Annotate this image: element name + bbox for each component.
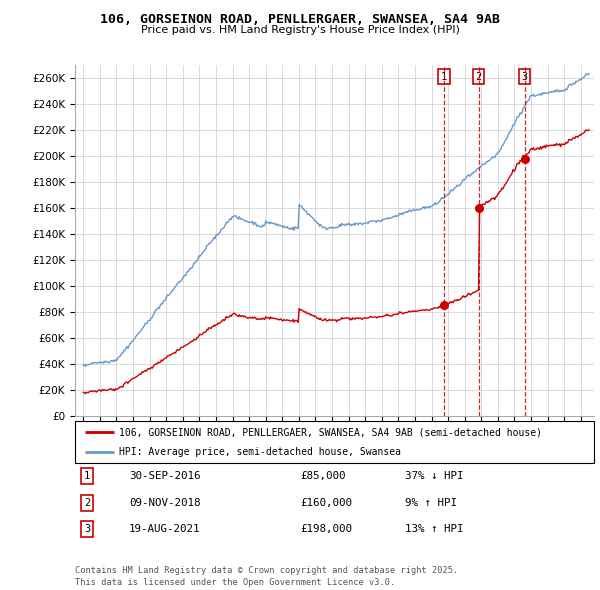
Text: 2: 2: [476, 71, 482, 81]
Text: £160,000: £160,000: [300, 498, 352, 507]
Text: 30-SEP-2016: 30-SEP-2016: [129, 471, 200, 481]
Text: Contains HM Land Registry data © Crown copyright and database right 2025.
This d: Contains HM Land Registry data © Crown c…: [75, 566, 458, 587]
Text: 2: 2: [84, 498, 90, 507]
Text: 09-NOV-2018: 09-NOV-2018: [129, 498, 200, 507]
Text: 37% ↓ HPI: 37% ↓ HPI: [405, 471, 464, 481]
Text: 106, GORSEINON ROAD, PENLLERGAER, SWANSEA, SA4 9AB: 106, GORSEINON ROAD, PENLLERGAER, SWANSE…: [100, 13, 500, 26]
Text: 13% ↑ HPI: 13% ↑ HPI: [405, 525, 464, 534]
Text: 1: 1: [84, 471, 90, 481]
Text: 9% ↑ HPI: 9% ↑ HPI: [405, 498, 457, 507]
Text: Price paid vs. HM Land Registry's House Price Index (HPI): Price paid vs. HM Land Registry's House …: [140, 25, 460, 35]
Text: 3: 3: [521, 71, 528, 81]
Text: 3: 3: [84, 525, 90, 534]
Text: 19-AUG-2021: 19-AUG-2021: [129, 525, 200, 534]
Text: £85,000: £85,000: [300, 471, 346, 481]
Text: 106, GORSEINON ROAD, PENLLERGAER, SWANSEA, SA4 9AB (semi-detached house): 106, GORSEINON ROAD, PENLLERGAER, SWANSE…: [119, 427, 542, 437]
Text: £198,000: £198,000: [300, 525, 352, 534]
Text: 1: 1: [441, 71, 447, 81]
FancyBboxPatch shape: [75, 421, 594, 463]
Text: HPI: Average price, semi-detached house, Swansea: HPI: Average price, semi-detached house,…: [119, 447, 401, 457]
